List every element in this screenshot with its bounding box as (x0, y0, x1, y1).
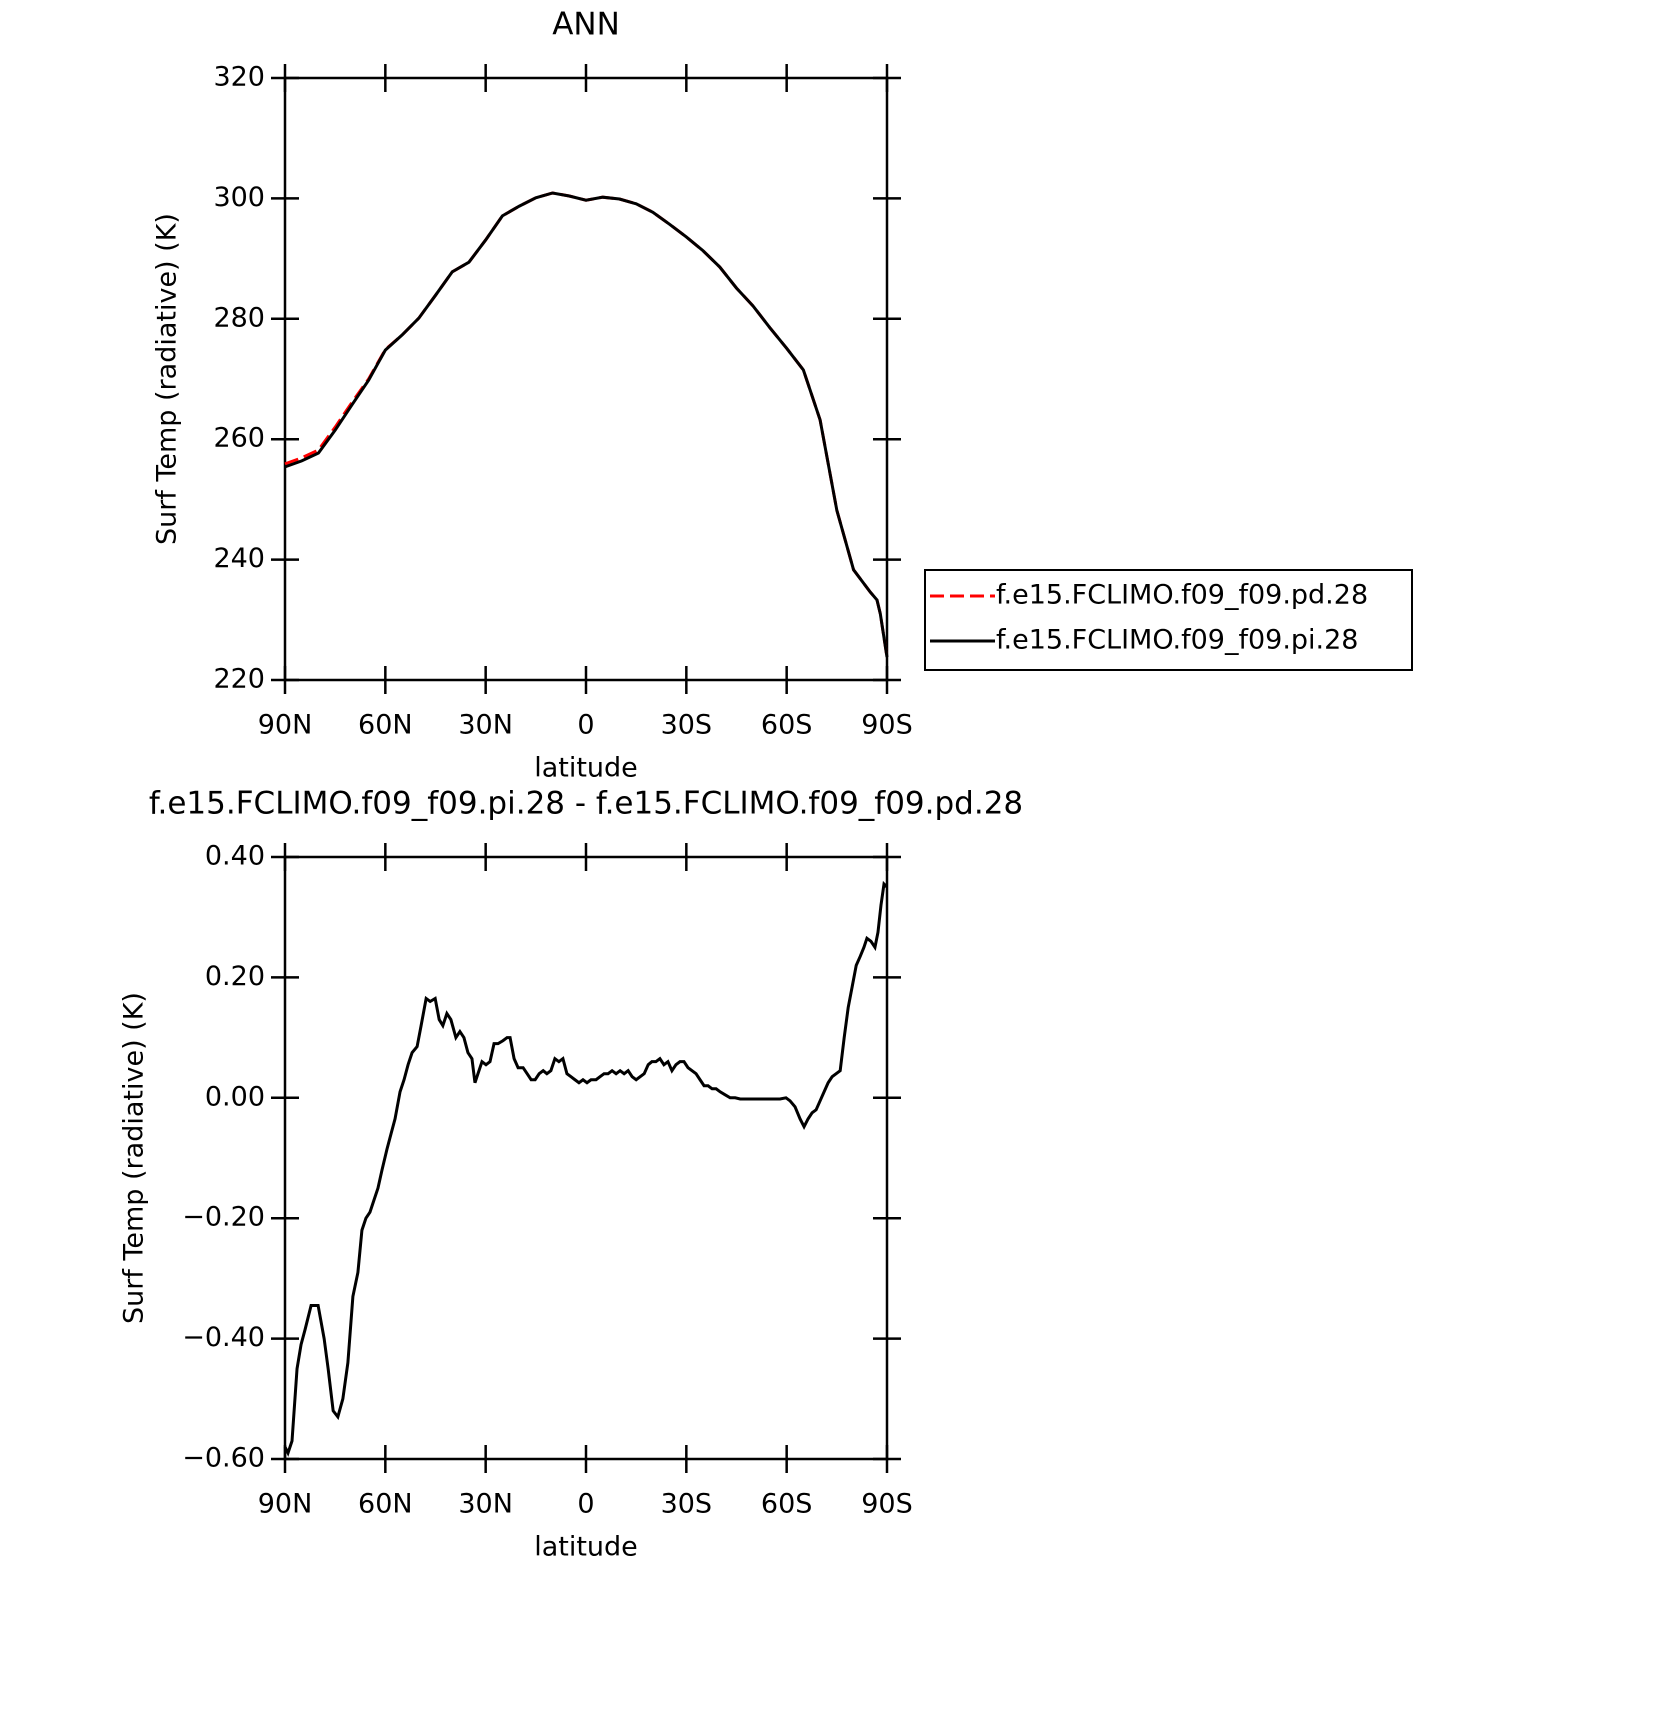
x-tick-label: 90S (861, 1489, 913, 1520)
x-tick-label: 0 (577, 1489, 594, 1520)
x-axis-label: latitude (534, 1532, 638, 1563)
y-tick-label: 320 (213, 62, 265, 93)
plot-frame (283, 855, 889, 1461)
x-tick-label: 0 (577, 710, 594, 741)
y-axis-label: Surf Temp (radiative) (K) (119, 992, 150, 1324)
y-axis-label: Surf Temp (radiative) (K) (152, 213, 183, 545)
chart-title: ANN (552, 7, 620, 43)
legend-label: f.e15.FCLIMO.f09_f09.pd.28 (996, 580, 1368, 611)
x-tick-label: 90S (861, 710, 913, 741)
data-line (284, 191, 889, 658)
x-tick-label: 90N (258, 710, 313, 741)
x-tick-label: 60N (358, 710, 413, 741)
data-line (284, 191, 889, 658)
x-tick-label: 60N (358, 1489, 413, 1520)
x-tick-label: 30N (458, 1489, 513, 1520)
x-tick-label: 60S (761, 710, 813, 741)
chart-title: f.e15.FCLIMO.f09_f09.pi.28 - f.e15.FCLIM… (149, 786, 1023, 822)
legend-label: f.e15.FCLIMO.f09_f09.pi.28 (996, 625, 1358, 656)
y-tick-label: −0.20 (182, 1202, 265, 1233)
y-tick-label: 240 (213, 543, 265, 574)
x-tick-label: 60S (761, 1489, 813, 1520)
y-tick-label: −0.60 (182, 1443, 265, 1474)
legend-box (924, 569, 1413, 671)
y-tick-label: 260 (213, 423, 265, 454)
x-tick-label: 90N (258, 1489, 313, 1520)
plot-frame (283, 76, 889, 682)
x-tick-label: 30N (458, 710, 513, 741)
x-tick-label: 30S (661, 710, 713, 741)
y-tick-label: 280 (213, 302, 265, 333)
y-tick-label: −0.40 (182, 1322, 265, 1353)
y-tick-label: 220 (213, 664, 265, 695)
y-tick-label: 0.40 (205, 841, 265, 872)
x-tick-label: 30S (661, 1489, 713, 1520)
y-tick-label: 0.00 (205, 1081, 265, 1112)
y-tick-label: 0.20 (205, 961, 265, 992)
data-line (283, 880, 889, 1457)
x-axis-label: latitude (534, 753, 638, 784)
y-tick-label: 300 (213, 182, 265, 213)
